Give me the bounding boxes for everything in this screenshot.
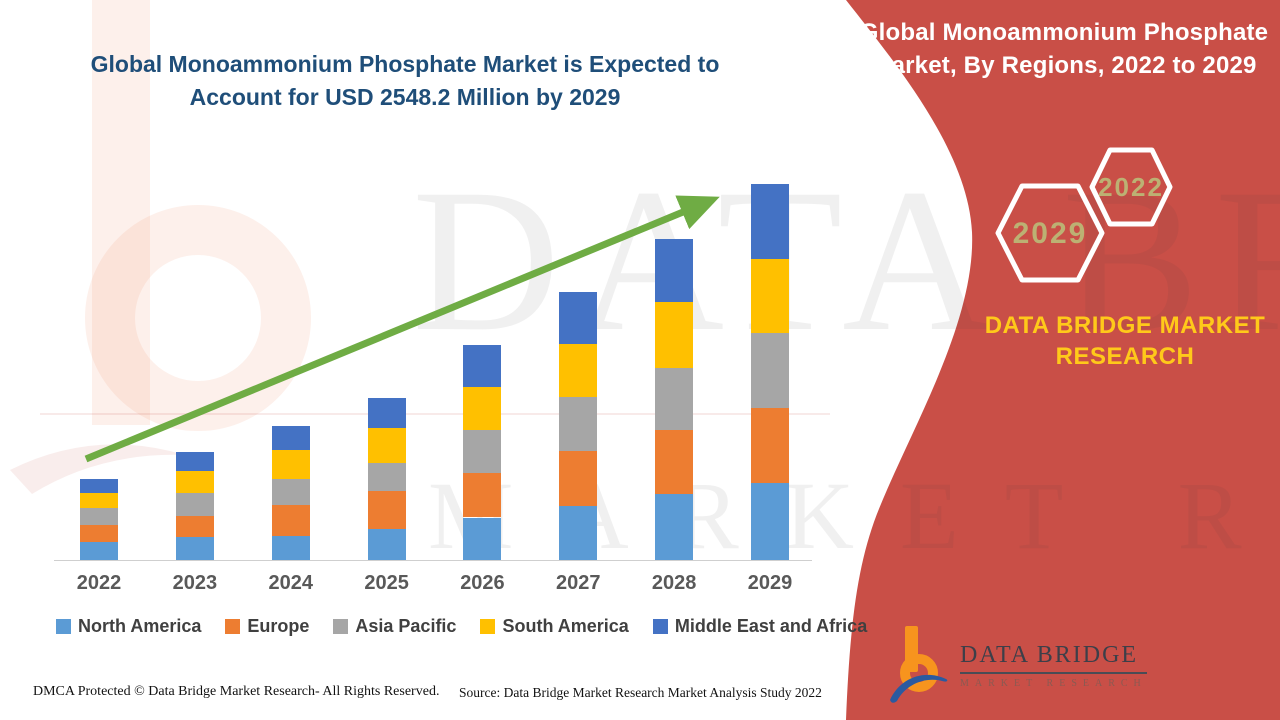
bar-segment-2023-south-america (175, 471, 214, 493)
bar-segment-2029-middle-east-and-africa (751, 184, 790, 259)
bar-segment-2022-europe (80, 525, 118, 543)
bar-segment-2029-north-america (751, 482, 790, 560)
legend-item-middle-east-and-africa: Middle East and Africa (652, 616, 868, 637)
x-axis-label-2028: 2028 (651, 572, 697, 594)
x-axis-label-2029: 2029 (747, 572, 793, 594)
bar-segment-2029-europe (751, 407, 790, 483)
bar-segment-2026-europe (463, 472, 502, 518)
legend-swatch (56, 619, 71, 634)
x-axis-label-2027: 2027 (556, 572, 601, 594)
bar-segment-2024-north-america (271, 535, 310, 560)
bar-segment-2024-europe (271, 505, 310, 536)
bar-segment-2028-north-america (655, 494, 694, 560)
logo-subtitle: MARKET RESEARCH (960, 677, 1147, 689)
footer-source-text: Source: Data Bridge Market Research Mark… (459, 685, 822, 700)
legend-item-europe: Europe (225, 616, 309, 637)
legend-swatch (480, 619, 496, 634)
legend-item-south-america: South America (480, 616, 629, 637)
legend-label: Europe (247, 616, 310, 636)
bar-segment-2023-europe (175, 516, 214, 538)
legend-label: Asia Pacific (355, 616, 457, 636)
x-axis-label-2022: 2022 (76, 572, 122, 594)
x-axis-label-2026: 2026 (460, 572, 505, 594)
hexagon-2022-label: 2022 (1098, 172, 1164, 202)
bar-segment-2029-asia-pacific (751, 333, 790, 408)
bar-segment-2022-middle-east-and-africa (80, 478, 118, 493)
legend-label: South America (502, 616, 629, 636)
legend-swatch (225, 619, 241, 634)
panel-title: Global Monoammonium Phosphate Market, By… (859, 19, 1269, 79)
bar-segment-2029-south-america (751, 258, 790, 334)
legend-label: Middle East and Africa (674, 616, 868, 636)
bar-segment-2022-asia-pacific (80, 508, 118, 526)
legend-item-asia-pacific: Asia Pacific (333, 616, 456, 637)
bar-segment-2023-north-america (175, 537, 214, 560)
legend-item-north-america: North America (56, 616, 201, 637)
bar-segment-2027-north-america (559, 505, 598, 560)
x-axis-label-2023: 2023 (172, 572, 218, 594)
hexagon-2029: 2029 (995, 183, 1105, 283)
x-axis-label-2025: 2025 (364, 572, 409, 594)
chart-legend: North America Europe Asia Pacific South Ame… (56, 616, 867, 637)
x-axis-line (54, 560, 812, 561)
legend-swatch (652, 619, 668, 634)
bar-segment-2025-europe (367, 491, 406, 530)
bar-segment-2022-north-america (80, 542, 118, 560)
hexagon-2022: 2022 (1089, 147, 1173, 227)
bar-segment-2023-asia-pacific (175, 492, 214, 517)
company-logo-icon (890, 626, 948, 703)
bar-segment-2024-asia-pacific (271, 479, 310, 506)
brand-name-text: DATA BRIDGE MARKET RESEARCH (984, 312, 1266, 370)
footer-dmca-text: DMCA Protected © Data Bridge Market Rese… (33, 684, 440, 699)
legend-swatch (333, 619, 349, 634)
hexagon-2029-label: 2029 (1013, 217, 1088, 250)
legend-label: North America (78, 616, 202, 636)
bar-segment-2025-asia-pacific (367, 462, 406, 492)
chart-title: Global Monoammonium Phosphate Market is … (90, 51, 720, 110)
bar-segment-2026-north-america (463, 517, 502, 560)
bar-segment-2022-south-america (80, 492, 118, 509)
x-axis-label-2024: 2024 (268, 572, 313, 594)
company-logo: DATA BRIDGE MARKET RESEARCH (888, 624, 1147, 706)
bar-segment-2025-north-america (367, 529, 406, 560)
logo-name: DATA BRIDGE (960, 642, 1147, 674)
